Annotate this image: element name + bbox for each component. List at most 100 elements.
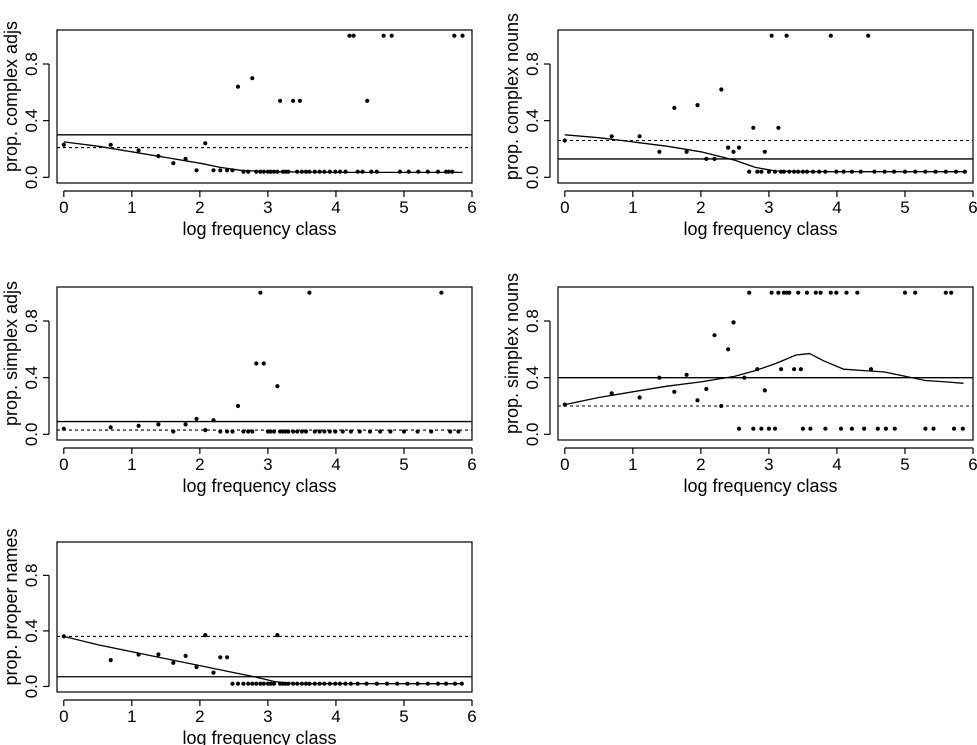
data-point xyxy=(813,290,818,295)
plot-frame xyxy=(56,541,473,693)
data-point xyxy=(299,169,304,174)
data-point xyxy=(456,429,461,434)
data-point xyxy=(343,169,348,174)
data-point xyxy=(787,169,792,174)
data-point xyxy=(444,681,449,686)
y-tick-label: 0.8 xyxy=(523,52,542,76)
data-point xyxy=(250,429,255,434)
data-point xyxy=(278,98,283,103)
data-point xyxy=(784,33,789,38)
data-point xyxy=(943,290,948,295)
x-tick-label: 2 xyxy=(696,455,705,474)
data-point xyxy=(736,145,742,150)
x-tick-label: 5 xyxy=(399,707,408,726)
data-point xyxy=(183,156,188,161)
data-point xyxy=(225,168,230,173)
data-point xyxy=(299,681,304,686)
data-point xyxy=(452,681,458,686)
data-point xyxy=(769,33,774,38)
data-point xyxy=(800,426,806,431)
data-point xyxy=(297,98,302,103)
x-tick-label: 6 xyxy=(467,455,476,474)
x-tick-label: 1 xyxy=(127,198,136,217)
data-point xyxy=(171,429,176,434)
x-tick-label: 3 xyxy=(263,198,272,217)
panel-4: 0 1 2 3 4 5 6 0.0 0.4 0.8 log frequency class prop.… xyxy=(502,273,977,496)
data-point xyxy=(268,681,273,686)
data-point xyxy=(459,681,464,686)
data-point xyxy=(261,169,266,174)
data-point xyxy=(268,429,273,434)
data-point xyxy=(657,149,662,154)
data-point xyxy=(211,670,216,675)
x-axis-title: log frequency class xyxy=(182,728,336,745)
data-point xyxy=(374,169,379,174)
plot-frame xyxy=(557,29,974,184)
data-point xyxy=(731,149,736,154)
y-tick-label: 0.4 xyxy=(523,366,542,390)
y-tick-label: 0.4 xyxy=(22,619,41,643)
data-point xyxy=(235,84,241,89)
x-tick-label: 0 xyxy=(59,198,68,217)
data-point xyxy=(953,169,959,174)
y-tick-label: 0.8 xyxy=(22,309,41,333)
data-point xyxy=(295,429,300,434)
data-point xyxy=(250,76,255,81)
x-tick-label: 4 xyxy=(832,198,841,217)
data-point xyxy=(271,169,277,174)
data-point xyxy=(333,681,338,686)
data-point xyxy=(254,361,259,366)
data-point xyxy=(769,290,774,295)
data-point xyxy=(230,429,235,434)
data-point xyxy=(751,125,756,130)
panel-3: 0 1 2 3 4 5 6 0.0 0.4 0.8 log frequency class prop.… xyxy=(1,281,477,496)
data-point xyxy=(322,429,327,434)
data-point xyxy=(798,367,804,372)
data-point xyxy=(203,633,208,638)
data-point xyxy=(241,681,246,686)
data-point xyxy=(883,426,889,431)
data-point xyxy=(136,148,141,153)
data-point xyxy=(931,426,936,431)
x-tick-label: 3 xyxy=(764,455,773,474)
data-point xyxy=(295,681,300,686)
data-point xyxy=(719,87,724,92)
data-point xyxy=(657,375,662,380)
data-point xyxy=(855,290,860,295)
data-point xyxy=(307,290,312,295)
data-point xyxy=(838,426,844,431)
data-point xyxy=(695,398,700,403)
x-tick-label: 6 xyxy=(467,198,476,217)
data-point xyxy=(343,681,348,686)
y-axis-title: prop. simplex nouns xyxy=(502,273,522,434)
data-point xyxy=(225,655,230,660)
data-point xyxy=(225,429,230,434)
data-point xyxy=(268,169,273,174)
data-point xyxy=(446,169,451,174)
data-point xyxy=(766,426,772,431)
y-tick-label: 0.0 xyxy=(523,423,542,447)
data-point xyxy=(235,403,241,409)
data-point xyxy=(868,367,874,372)
x-tick-label: 1 xyxy=(628,455,637,474)
data-point xyxy=(695,103,700,108)
data-point xyxy=(742,375,747,380)
data-point xyxy=(892,169,897,174)
data-point xyxy=(823,426,828,431)
x-tick-label: 3 xyxy=(764,198,773,217)
data-point xyxy=(415,681,420,686)
x-tick-label: 4 xyxy=(832,455,841,474)
data-point xyxy=(405,681,410,686)
data-point xyxy=(435,681,441,686)
y-tick-label: 0.0 xyxy=(22,423,41,447)
data-point xyxy=(862,426,867,431)
data-point xyxy=(337,169,343,174)
data-point xyxy=(108,142,113,147)
smoother-line xyxy=(63,141,463,174)
data-point xyxy=(369,169,374,174)
y-tick-label: 0.4 xyxy=(523,109,542,133)
x-tick-label: 2 xyxy=(195,198,204,217)
data-point xyxy=(317,681,322,686)
data-point xyxy=(218,168,223,173)
